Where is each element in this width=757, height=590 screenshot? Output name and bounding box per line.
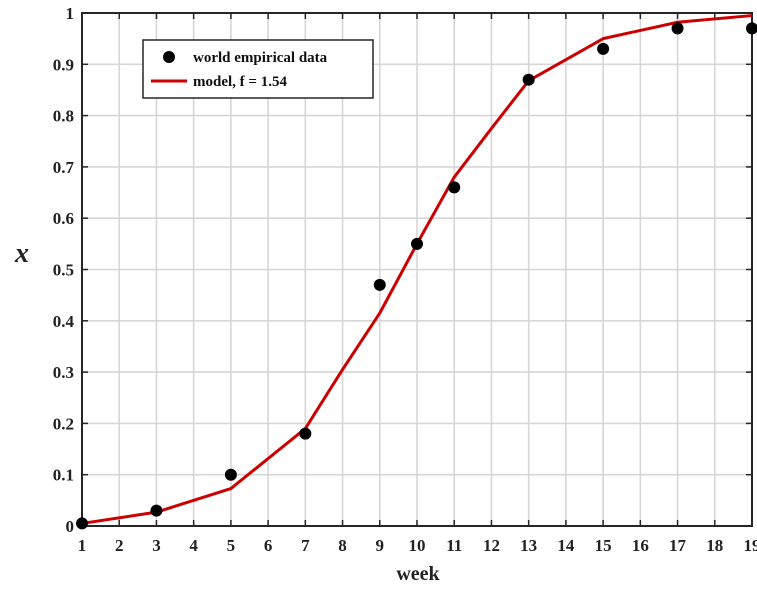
y-tick-label: 1 — [66, 4, 75, 23]
x-tick-label: 18 — [706, 536, 723, 555]
empirical-data-point — [374, 279, 386, 291]
empirical-data-point — [597, 43, 609, 55]
legend: world empirical data model, f = 1.54 — [143, 40, 373, 98]
empirical-data-point — [672, 22, 684, 34]
y-tick-label: 0.5 — [53, 261, 74, 280]
x-tick-label: 4 — [189, 536, 198, 555]
x-axis-label: week — [396, 563, 440, 585]
empirical-data-point — [150, 505, 162, 517]
x-tick-label: 11 — [446, 536, 462, 555]
empirical-data-point — [523, 74, 535, 86]
empirical-data-point — [76, 517, 88, 529]
x-tick-label: 5 — [227, 536, 236, 555]
x-tick-label: 14 — [557, 536, 575, 555]
x-tick-label: 16 — [632, 536, 649, 555]
empirical-data-point — [448, 181, 460, 193]
legend-label-empirical: world empirical data — [193, 50, 328, 66]
y-axis-label: x — [14, 238, 29, 269]
empirical-data-point — [411, 238, 423, 250]
x-tick-label: 9 — [376, 536, 385, 555]
y-tick-label: 0.1 — [53, 466, 74, 485]
x-tick-label: 17 — [669, 536, 687, 555]
y-tick-label: 0 — [66, 517, 75, 536]
y-tick-label: 0.9 — [53, 55, 74, 74]
x-tick-label: 12 — [483, 536, 500, 555]
x-tick-label: 19 — [744, 536, 757, 555]
x-tick-label: 3 — [152, 536, 161, 555]
x-tick-label: 1 — [78, 536, 87, 555]
y-tick-label: 0.3 — [53, 363, 74, 382]
y-tick-label: 0.8 — [53, 107, 74, 126]
empirical-data-point — [299, 428, 311, 440]
x-tick-label: 2 — [115, 536, 124, 555]
x-tick-label: 8 — [338, 536, 347, 555]
x-tick-label: 6 — [264, 536, 273, 555]
legend-label-model: model, f = 1.54 — [193, 74, 287, 90]
empirical-data-point — [746, 22, 757, 34]
y-tick-label: 0.6 — [53, 209, 74, 228]
empirical-data-point — [225, 469, 237, 481]
y-tick-label: 0.2 — [53, 414, 74, 433]
x-tick-label: 13 — [520, 536, 537, 555]
x-tick-label: 10 — [409, 536, 426, 555]
x-tick-label: 15 — [595, 536, 612, 555]
x-tick-label: 7 — [301, 536, 310, 555]
y-tick-label: 0.7 — [53, 158, 75, 177]
y-tick-label: 0.4 — [53, 312, 75, 331]
legend-marker-empirical — [163, 51, 175, 63]
